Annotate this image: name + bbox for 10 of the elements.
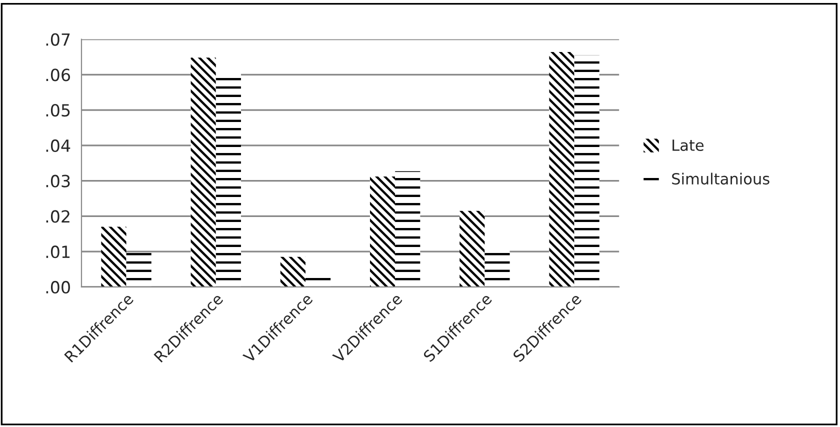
y-tick-label: .02 — [46, 210, 70, 223]
y-tick-label: .03 — [46, 174, 70, 188]
y-tick-label: .01 — [46, 246, 70, 258]
legend-label: Simultanious — [672, 172, 770, 185]
y-tick-label: .07 — [46, 33, 70, 46]
y-tick-label: .06 — [46, 68, 70, 82]
legend-label: Late — [672, 140, 704, 151]
y-tick-label: .00 — [46, 280, 70, 294]
y-tick-label: .04 — [46, 139, 70, 152]
y-tick-label: .05 — [46, 104, 70, 117]
